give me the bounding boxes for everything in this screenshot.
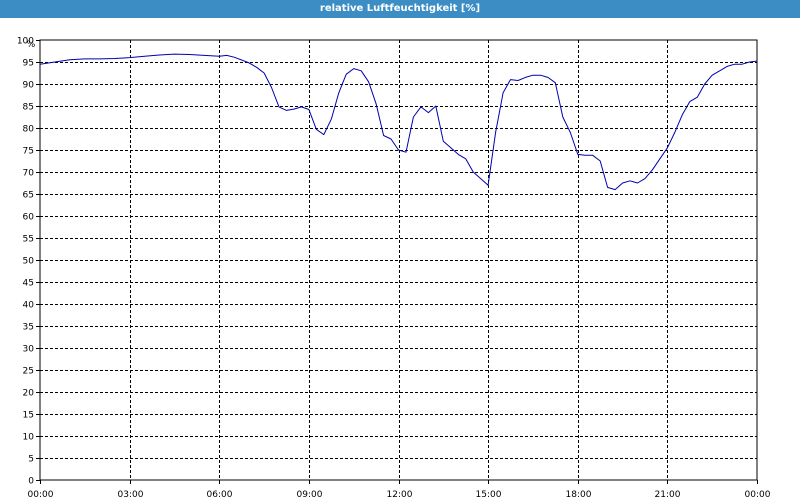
x-axis: 00:0026.05.2103:0026.05.2106:0026.05.210… [28,480,771,500]
y-axis-label: % [27,40,36,50]
x-tick-time-label: 18:00 [566,490,592,500]
y-tick-label: 60 [23,213,35,223]
y-tick-label: 5 [28,455,34,465]
y-tick-label: 95 [23,59,34,69]
y-tick-label: 20 [23,389,35,399]
x-tick-time-label: 03:00 [118,490,144,500]
y-tick-label: 35 [23,323,34,333]
y-tick-label: 25 [23,367,34,377]
y-tick-label: 45 [23,279,34,289]
x-tick-time-label: 21:00 [655,490,681,500]
y-tick-label: 85 [23,103,34,113]
x-tick-time-label: 06:00 [207,490,233,500]
x-tick-time-label: 00:00 [745,490,771,500]
y-tick-label: 90 [23,81,35,91]
y-tick-label: 30 [23,345,35,355]
y-tick-label: 40 [23,301,35,311]
grid [40,40,757,480]
series-line [39,53,758,191]
series [39,53,758,191]
y-tick-label: 65 [23,191,34,201]
x-tick-time-label: 15:00 [476,490,502,500]
x-tick-time-label: 12:00 [387,490,413,500]
y-axis: 0 5 10 15 20 25 30 35 40 45 50 55 60 65 70 75 80 85 90 95 10… [17,37,40,487]
x-tick-time-label: 00:00 [28,490,54,500]
chart-title: relative Luftfeuchtigkeit [%] [0,0,800,18]
y-tick-label: 100 [17,37,34,47]
y-tick-label: 15 [23,411,34,421]
x-tick-time-label: 09:00 [297,490,323,500]
y-tick-label: 50 [23,257,35,267]
y-tick-label: 0 [28,477,34,487]
y-tick-label: 80 [23,125,35,135]
y-tick-label: 75 [23,147,34,157]
chart: 0 5 10 15 20 25 30 35 40 45 50 55 60 65 70 75 80 85 90 95 10… [17,37,771,500]
y-tick-label: 70 [23,169,35,179]
y-tick-label: 10 [23,433,35,443]
plot-area: 0 5 10 15 20 25 30 35 40 45 50 55 60 65 70 75 80 85 90 95 10… [0,18,800,500]
y-tick-label: 55 [23,235,34,245]
